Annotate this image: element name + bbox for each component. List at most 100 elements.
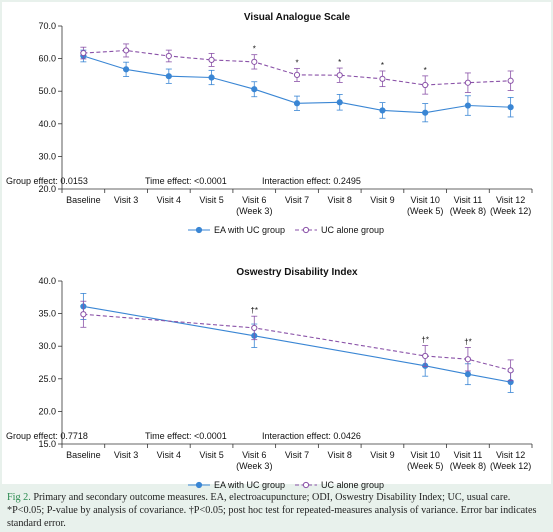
data-point [422, 352, 429, 360]
y-tick-label: 70.0 [38, 21, 56, 31]
chart-title: Oswestry Disability Index [236, 267, 358, 278]
x-tick-label: (Week 12) [490, 206, 531, 216]
data-point [208, 74, 215, 81]
y-tick-label: 20.0 [38, 184, 56, 194]
x-tick-label: Visit 10 [411, 450, 440, 460]
legend-label: EA with UC group [214, 225, 285, 235]
significance-marker: * [338, 58, 341, 67]
x-tick-label: Visit 3 [114, 450, 138, 460]
x-tick-label: Visit 12 [496, 450, 525, 460]
significance-marker: * [381, 61, 384, 70]
y-tick-label: 40.0 [38, 276, 56, 286]
significance-marker: †* [250, 306, 258, 315]
y-tick-label: 40.0 [38, 119, 56, 129]
data-point [422, 81, 429, 89]
x-tick-label: Visit 6 [242, 195, 266, 205]
data-point [251, 86, 258, 93]
legend-marker [302, 226, 310, 234]
data-point [336, 72, 343, 79]
significance-marker: * [295, 58, 298, 67]
x-tick-label: Visit 11 [454, 195, 483, 205]
significance-marker: †* [421, 336, 429, 345]
x-tick-label: Visit 10 [411, 195, 440, 205]
significance-marker: * [253, 45, 256, 54]
x-tick-label: Baseline [66, 450, 101, 460]
y-tick-label: 30.0 [38, 151, 56, 161]
x-tick-label: (Week 5) [407, 206, 443, 216]
x-tick-label: Visit 11 [454, 450, 483, 460]
data-point [379, 75, 386, 82]
y-tick-label: 50.0 [38, 86, 56, 96]
legend-label: UC alone group [321, 225, 384, 235]
y-tick-label: 15.0 [38, 439, 56, 449]
y-tick-label: 25.0 [38, 374, 56, 384]
data-point [165, 52, 172, 60]
y-tick-label: 60.0 [38, 54, 56, 64]
time-effect-label: Time effect: <0.0001 [145, 176, 227, 186]
x-tick-label: (Week 8) [450, 206, 486, 216]
x-tick-label: Visit 3 [114, 195, 138, 205]
caption-text: Primary and secondary outcome measures. … [7, 492, 537, 529]
x-tick-label: Visit 7 [285, 450, 309, 460]
data-point [507, 104, 514, 111]
y-tick-label: 20.0 [38, 406, 56, 416]
data-point [464, 371, 472, 378]
x-tick-label: Visit 7 [285, 195, 309, 205]
x-tick-label: Visit 4 [157, 195, 181, 205]
x-tick-label: Visit 9 [370, 450, 394, 460]
group-effect-label: Group effect: 0.7718 [6, 431, 88, 441]
significance-marker: †* [464, 338, 472, 347]
x-tick-label: Visit 9 [370, 195, 394, 205]
time-effect-label: Time effect: <0.0001 [145, 431, 227, 441]
legend-label: UC alone group [321, 480, 384, 490]
data-point [251, 324, 258, 332]
x-tick-label: Visit 6 [242, 450, 266, 460]
data-point [464, 102, 472, 109]
x-tick-label: Visit 8 [328, 195, 352, 205]
interaction-effect-label: Interaction effect: 0.2495 [262, 176, 361, 186]
x-tick-label: Visit 5 [199, 450, 223, 460]
vas-chart: Visual Analogue Scale 70.0 60.0 50.0 40.0 30.… [6, 12, 533, 235]
y-tick-label: 30.0 [38, 341, 56, 351]
data-point [379, 107, 386, 114]
legend-marker [195, 226, 203, 234]
x-tick-label: Baseline [66, 195, 101, 205]
data-point [464, 356, 472, 363]
data-point [80, 311, 87, 318]
data-point [507, 367, 514, 374]
interaction-effect-label: Interaction effect: 0.0426 [262, 431, 361, 441]
data-point [507, 77, 514, 84]
series-line-1 [83, 313, 511, 371]
figure-panel: Visual Analogue Scale 70.0 60.0 50.0 40.0 30.… [2, 2, 551, 490]
series-line-0 [83, 305, 511, 383]
x-tick-label: (Week 5) [407, 461, 443, 471]
legend-marker [195, 481, 203, 489]
x-tick-label: Visit 8 [328, 450, 352, 460]
data-point [208, 56, 215, 64]
x-tick-label: Visit 5 [199, 195, 223, 205]
legend-label: EA with UC group [214, 480, 285, 490]
legend-marker [302, 481, 310, 489]
x-tick-label: (Week 3) [236, 206, 272, 216]
data-point [122, 66, 130, 73]
caption-lead: Fig 2. [7, 492, 31, 503]
x-tick-label: (Week 3) [236, 461, 272, 471]
data-point [122, 47, 130, 54]
group-effect-label: Group effect: 0.0153 [6, 176, 88, 186]
figure-caption: Fig 2. Primary and secondary outcome mea… [7, 491, 547, 530]
data-point [80, 49, 87, 57]
data-point [165, 73, 172, 80]
y-tick-label: 35.0 [38, 309, 56, 319]
odi-chart: Oswestry Disability Index 40.0 35.0 30.0 25.… [6, 267, 533, 490]
x-tick-label: (Week 12) [490, 461, 531, 471]
x-tick-label: Visit 4 [157, 450, 181, 460]
data-point [251, 58, 258, 65]
chart-title: Visual Analogue Scale [244, 12, 351, 23]
data-point [293, 71, 301, 79]
x-tick-label: (Week 8) [450, 461, 486, 471]
x-tick-label: Visit 12 [496, 195, 525, 205]
data-point [464, 79, 472, 86]
significance-marker: * [424, 66, 427, 75]
data-point [422, 109, 429, 116]
data-point [336, 99, 343, 106]
